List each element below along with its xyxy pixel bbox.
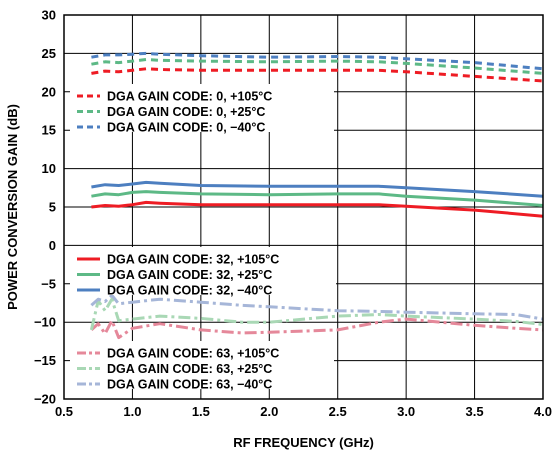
legend-label: DGA GAIN CODE: 63, +25°C xyxy=(107,362,272,376)
x-tick-label: 0.5 xyxy=(55,404,73,419)
legend-label: DGA GAIN CODE: 32, +105°C xyxy=(107,253,279,267)
series-line xyxy=(90,293,544,321)
y-tick-label: −10 xyxy=(34,315,56,330)
plot-border xyxy=(63,14,544,400)
series-line xyxy=(91,180,544,198)
series-line xyxy=(90,317,544,340)
x-tick-label: 2.5 xyxy=(329,404,347,419)
x-tick-label: 1.0 xyxy=(123,404,141,419)
legend-label: DGA GAIN CODE: 32, −40°C xyxy=(107,284,272,298)
y-tick-label: 15 xyxy=(42,123,56,138)
y-tick-labels: 30 25 20 15 10 5 0 −5 −10 −15 −20 xyxy=(34,8,56,407)
legend-label: DGA GAIN CODE: 63, +105°C xyxy=(107,347,279,361)
y-tick-label: 25 xyxy=(42,46,56,61)
x-tick-label: 4.0 xyxy=(534,404,552,419)
series-line xyxy=(89,297,544,331)
legend-label: DGA GAIN CODE: 63, −40°C xyxy=(107,378,272,392)
series-layer xyxy=(89,51,544,340)
y-axis-label: POWER CONVERSION GAIN (dB) xyxy=(5,104,20,310)
x-tick-labels: 0.5 1.0 1.5 2.0 2.5 3.0 3.5 4.0 xyxy=(55,404,552,419)
y-tick-label: −20 xyxy=(34,392,56,407)
y-tick-label: −5 xyxy=(41,276,56,291)
legend-background xyxy=(70,341,334,389)
series-line xyxy=(91,67,544,83)
series-line xyxy=(91,58,544,75)
legend-background xyxy=(70,84,334,132)
x-tick-label: 3.5 xyxy=(466,404,484,419)
y-tick-label: 30 xyxy=(42,8,56,23)
y-tick-label: −15 xyxy=(34,353,56,368)
legend-label: DGA GAIN CODE: 0, +25°C xyxy=(107,105,265,119)
x-tick-label: 1.5 xyxy=(192,404,210,419)
legend-label: DGA GAIN CODE: 0, −40°C xyxy=(107,121,265,135)
series-line xyxy=(91,190,544,207)
x-tick-label: 3.0 xyxy=(397,404,415,419)
y-tick-label: 5 xyxy=(49,200,56,215)
y-tick-label: 20 xyxy=(42,84,56,99)
legend-label: DGA GAIN CODE: 32, +25°C xyxy=(107,268,272,282)
x-axis-label: RF FREQUENCY (GHz) xyxy=(233,435,374,450)
series-line xyxy=(91,51,544,71)
y-tick-label: 0 xyxy=(49,238,56,253)
x-tick-label: 2.0 xyxy=(260,404,278,419)
series-line xyxy=(91,200,544,218)
legend-label: DGA GAIN CODE: 0, +105°C xyxy=(107,90,272,104)
legend-background xyxy=(70,247,336,295)
y-tick-label: 10 xyxy=(42,161,56,176)
